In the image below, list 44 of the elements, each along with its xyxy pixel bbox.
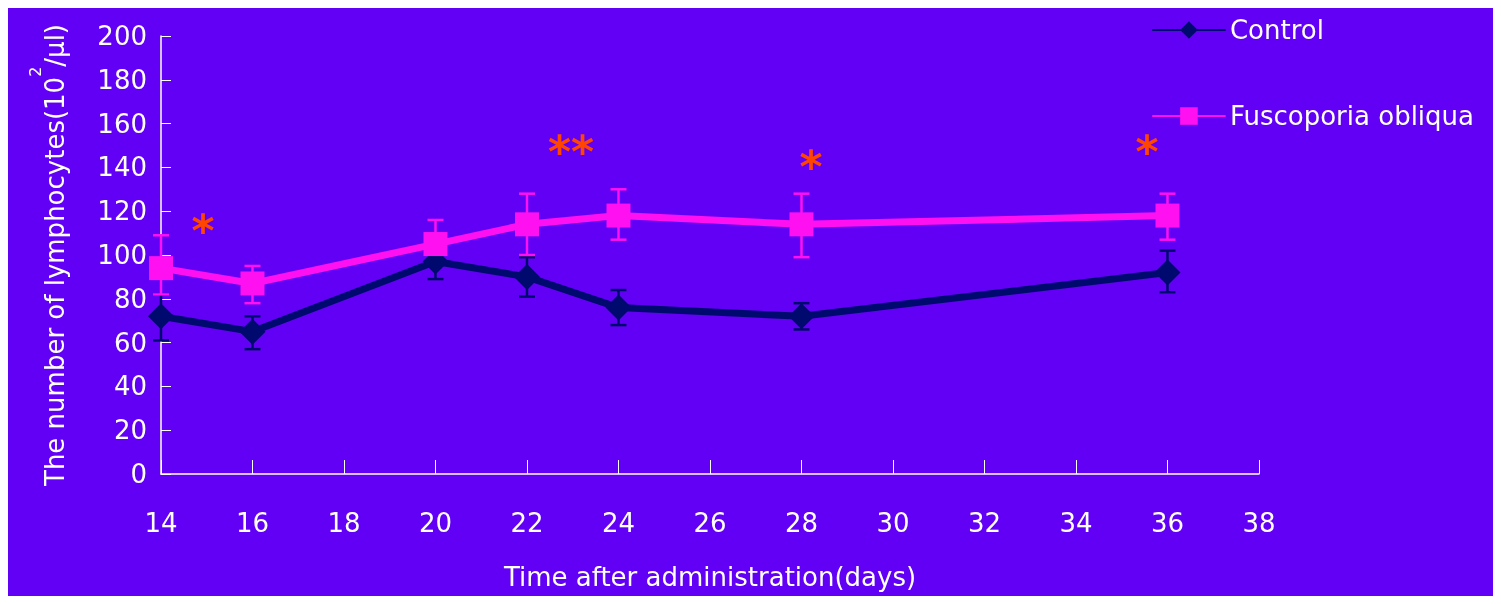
y-tick-label: 100	[97, 240, 147, 270]
point	[1154, 259, 1181, 286]
x-tick-label: 32	[967, 508, 1002, 538]
annotation: *	[1135, 125, 1159, 177]
y-tick-label: 140	[97, 152, 147, 183]
y-axis-title: The number of lymphocytes(102/μl)	[25, 24, 70, 488]
point	[240, 271, 265, 296]
annotation: *	[191, 204, 215, 256]
point	[423, 232, 448, 257]
x-tick-label: 22	[510, 508, 544, 538]
x-tick-label: 16	[235, 508, 270, 538]
x-tick-label: 36	[1150, 508, 1185, 538]
y-tick-label: 180	[97, 64, 147, 95]
y-tick-label: 200	[97, 21, 147, 51]
y-tick-label: 0	[130, 459, 147, 489]
x-tick-label: 24	[601, 508, 636, 538]
point	[514, 263, 540, 290]
annotation: *	[799, 140, 823, 192]
point	[148, 303, 174, 330]
legend-label: Control	[1229, 15, 1324, 45]
legend-label: Fuscoporia obliqua	[1229, 101, 1475, 131]
x-axis-title: Time after administration(days)	[502, 562, 917, 592]
y-tick-label: 80	[113, 283, 147, 314]
x-tick-label: 14	[144, 508, 178, 538]
point	[606, 203, 631, 228]
point	[149, 256, 173, 281]
x-tick-label: 20	[418, 508, 453, 538]
x-tick-label: 38	[1242, 508, 1276, 538]
x-tick-label: 30	[876, 508, 910, 538]
y-tick-label: 40	[113, 371, 147, 402]
y-tick-label: 160	[97, 108, 147, 139]
point	[239, 318, 266, 345]
point	[605, 294, 632, 321]
point	[1155, 203, 1180, 228]
x-tick-label: 34	[1059, 508, 1093, 538]
point	[515, 212, 539, 237]
y-tick-label: 60	[113, 327, 147, 358]
x-tick-label: 18	[327, 508, 361, 538]
y-tick-label: 120	[97, 196, 147, 227]
x-tick-label: 26	[693, 508, 727, 538]
y-tick-label: 20	[113, 415, 147, 446]
point	[789, 212, 814, 237]
annotation: **	[547, 125, 595, 177]
x-tick-label: 28	[784, 508, 819, 538]
